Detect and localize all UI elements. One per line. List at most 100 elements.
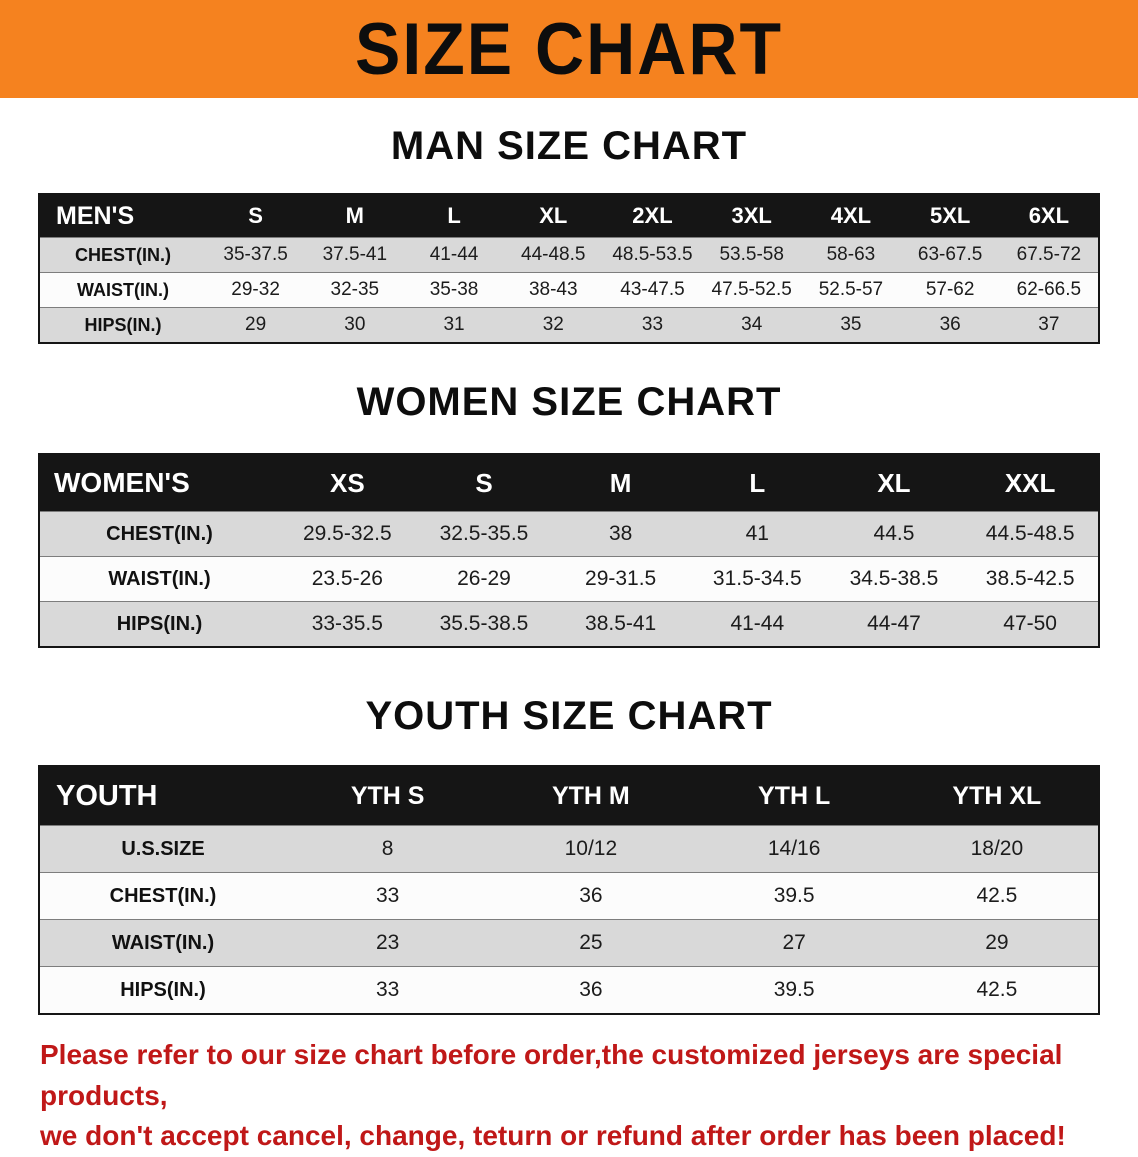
men-header-label: MEN'S — [39, 194, 206, 238]
size-header-cell: 4XL — [801, 194, 901, 238]
size-value-cell: 29-32 — [206, 272, 306, 308]
size-value-cell: 25 — [489, 919, 693, 967]
size-value-cell: 36 — [489, 872, 693, 920]
size-value-cell: 41-44 — [688, 601, 826, 647]
table-row: WAIST(IN.) 23 25 27 29 — [39, 919, 1099, 967]
size-value-cell: 63-67.5 — [900, 237, 1000, 273]
size-header-cell: YTH M — [489, 766, 693, 826]
women-section-heading: WOMEN SIZE CHART — [356, 380, 782, 424]
size-value-cell: 47.5-52.5 — [702, 272, 802, 308]
size-value-cell: 36 — [900, 307, 1000, 343]
size-value-cell: 44-47 — [825, 601, 963, 647]
men-header-row: MEN'S S M L XL 2XL 3XL 4XL 5XL 6XL — [39, 194, 1099, 238]
size-value-cell: 31.5-34.5 — [688, 556, 826, 602]
youth-size-table: YOUTH YTH S YTH M YTH L YTH XL U.S.SIZE … — [38, 765, 1100, 1015]
size-value-cell: 47-50 — [962, 601, 1099, 647]
size-value-cell: 39.5 — [692, 872, 896, 920]
size-header-cell: 2XL — [602, 194, 703, 238]
size-value-cell: 32-35 — [305, 272, 405, 308]
size-value-cell: 44.5-48.5 — [962, 511, 1099, 557]
size-value-cell: 62-66.5 — [999, 272, 1099, 308]
size-header-cell: L — [404, 194, 504, 238]
size-value-cell: 31 — [404, 307, 504, 343]
size-value-cell: 43-47.5 — [602, 272, 703, 308]
size-value-cell: 38-43 — [503, 272, 603, 308]
size-value-cell: 38.5-42.5 — [962, 556, 1099, 602]
size-value-cell: 30 — [305, 307, 405, 343]
size-value-cell: 34.5-38.5 — [825, 556, 963, 602]
size-value-cell: 53.5-58 — [702, 237, 802, 273]
size-header-cell: XL — [825, 454, 963, 512]
table-row: CHEST(IN.) 35-37.5 37.5-41 41-44 44-48.5… — [39, 237, 1099, 273]
size-value-cell: 37 — [999, 307, 1099, 343]
size-header-cell: XS — [279, 454, 416, 512]
size-value-cell: 32 — [503, 307, 603, 343]
table-row: CHEST(IN.) 33 36 39.5 42.5 — [39, 872, 1099, 920]
banner: SIZE CHART — [0, 0, 1138, 98]
size-value-cell: 33 — [286, 966, 490, 1014]
size-header-cell: 6XL — [999, 194, 1099, 238]
row-label: HIPS(IN.) — [39, 307, 206, 343]
row-label: WAIST(IN.) — [39, 556, 279, 602]
men-section-heading: MAN SIZE CHART — [390, 124, 748, 168]
disclaimer-line-1: Please refer to our size chart before or… — [40, 1039, 1063, 1111]
row-label: U.S.SIZE — [39, 825, 286, 873]
size-value-cell: 67.5-72 — [999, 237, 1099, 273]
size-value-cell: 33-35.5 — [279, 601, 416, 647]
size-value-cell: 35-38 — [404, 272, 504, 308]
size-value-cell: 29.5-32.5 — [279, 511, 416, 557]
table-row: U.S.SIZE 8 10/12 14/16 18/20 — [39, 825, 1099, 873]
size-value-cell: 10/12 — [489, 825, 693, 873]
size-value-cell: 37.5-41 — [305, 237, 405, 273]
size-header-cell: XXL — [962, 454, 1099, 512]
size-value-cell: 39.5 — [692, 966, 896, 1014]
size-value-cell: 52.5-57 — [801, 272, 901, 308]
table-row: WAIST(IN.) 29-32 32-35 35-38 38-43 43-47… — [39, 272, 1099, 308]
size-value-cell: 14/16 — [692, 825, 896, 873]
size-value-cell: 58-63 — [801, 237, 901, 273]
size-header-cell: YTH L — [692, 766, 896, 826]
size-value-cell: 44.5 — [825, 511, 963, 557]
women-size-table: WOMEN'S XS S M L XL XXL CHEST(IN.) 29.5-… — [38, 453, 1100, 648]
size-header-cell: L — [688, 454, 826, 512]
banner-title: SIZE CHART — [355, 7, 783, 91]
women-header-label: WOMEN'S — [39, 454, 279, 512]
size-value-cell: 34 — [702, 307, 802, 343]
size-value-cell: 32.5-35.5 — [415, 511, 553, 557]
disclaimer-line-2: we don't accept cancel, change, teturn o… — [40, 1120, 1066, 1152]
size-value-cell: 33 — [602, 307, 703, 343]
size-value-cell: 35-37.5 — [206, 237, 306, 273]
size-header-cell: M — [552, 454, 689, 512]
size-header-cell: S — [415, 454, 553, 512]
size-value-cell: 38.5-41 — [552, 601, 689, 647]
size-value-cell: 48.5-53.5 — [602, 237, 703, 273]
size-value-cell: 23.5-26 — [279, 556, 416, 602]
size-value-cell: 27 — [692, 919, 896, 967]
size-value-cell: 41 — [688, 511, 826, 557]
size-value-cell: 33 — [286, 872, 490, 920]
youth-section-heading: YOUTH SIZE CHART — [365, 694, 773, 738]
size-value-cell: 41-44 — [404, 237, 504, 273]
size-value-cell: 44-48.5 — [503, 237, 603, 273]
size-value-cell: 42.5 — [895, 966, 1099, 1014]
youth-header-row: YOUTH YTH S YTH M YTH L YTH XL — [39, 766, 1099, 826]
size-header-cell: YTH XL — [895, 766, 1099, 826]
size-header-cell: XL — [503, 194, 603, 238]
size-value-cell: 36 — [489, 966, 693, 1014]
row-label: WAIST(IN.) — [39, 919, 286, 967]
row-label: WAIST(IN.) — [39, 272, 206, 308]
size-value-cell: 26-29 — [415, 556, 553, 602]
size-header-cell: 3XL — [702, 194, 802, 238]
size-value-cell: 8 — [286, 825, 490, 873]
size-value-cell: 42.5 — [895, 872, 1099, 920]
size-value-cell: 29 — [895, 919, 1099, 967]
size-header-cell: YTH S — [286, 766, 490, 826]
size-header-cell: 5XL — [900, 194, 1000, 238]
table-row: CHEST(IN.) 29.5-32.5 32.5-35.5 38 41 44.… — [39, 511, 1099, 557]
women-header-row: WOMEN'S XS S M L XL XXL — [39, 454, 1099, 512]
row-label: HIPS(IN.) — [39, 601, 279, 647]
youth-header-label: YOUTH — [39, 766, 286, 826]
disclaimer-text: Please refer to our size chart before or… — [40, 1035, 1098, 1157]
size-value-cell: 23 — [286, 919, 490, 967]
